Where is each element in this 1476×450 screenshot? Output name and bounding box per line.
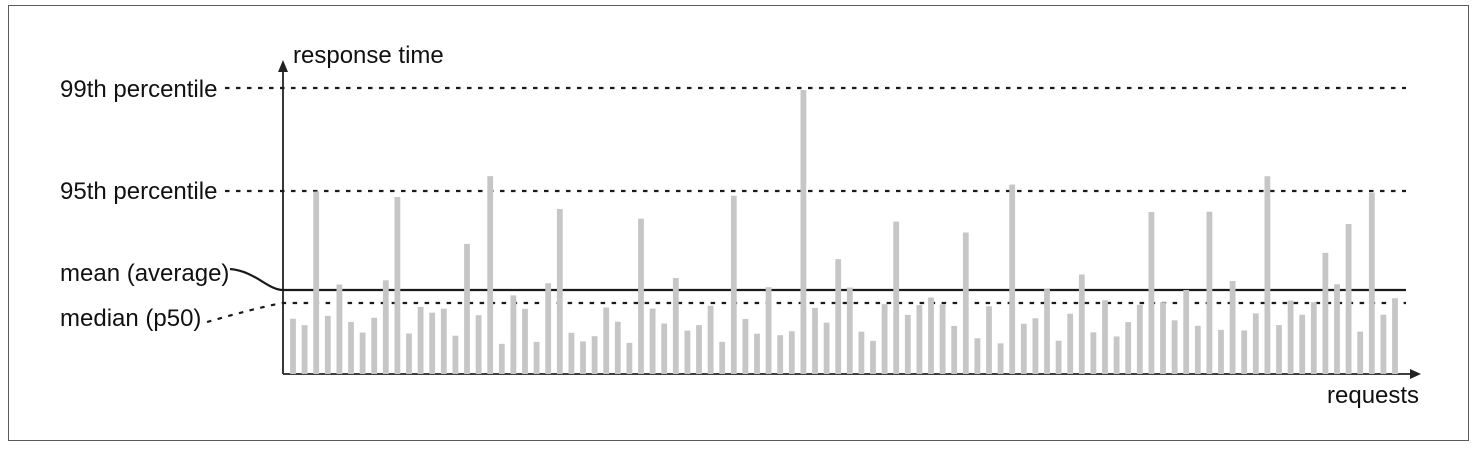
svg-text:99th percentile: 99th percentile bbox=[60, 76, 217, 103]
svg-text:response time: response time bbox=[293, 42, 444, 69]
svg-text:requests: requests bbox=[1327, 382, 1419, 409]
svg-text:95th percentile: 95th percentile bbox=[60, 178, 217, 205]
svg-text:mean (average): mean (average) bbox=[60, 260, 229, 287]
svg-text:median (p50): median (p50) bbox=[60, 305, 201, 332]
